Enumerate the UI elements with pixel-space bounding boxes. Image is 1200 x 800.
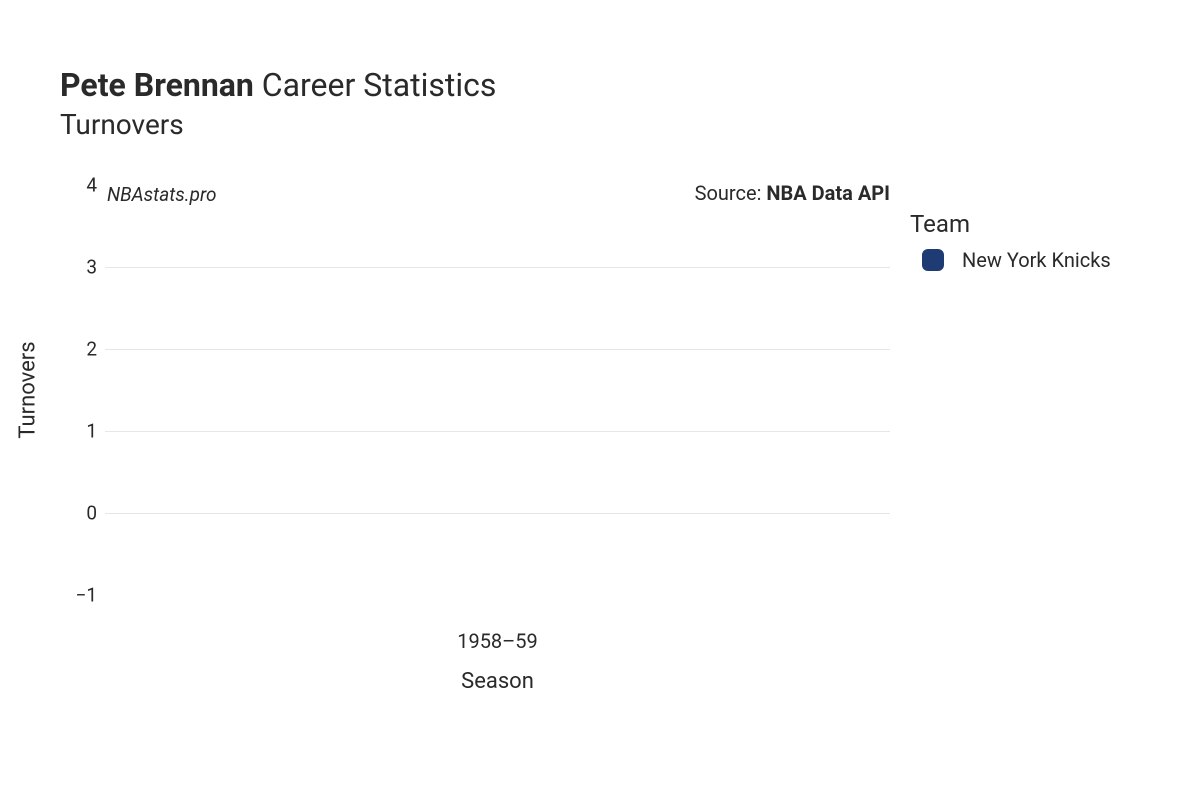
gridline bbox=[105, 267, 890, 268]
source-prefix: Source: bbox=[695, 181, 767, 205]
legend-label: New York Knicks bbox=[962, 248, 1111, 272]
y-axis-label: Turnovers bbox=[16, 341, 41, 438]
y-tick-label: 1 bbox=[86, 420, 97, 443]
source-name: NBA Data API bbox=[766, 181, 890, 205]
legend-title: Team bbox=[910, 210, 1111, 238]
y-tick-label: 0 bbox=[86, 502, 97, 525]
x-axis-label: Season bbox=[461, 669, 534, 694]
gridline bbox=[105, 513, 890, 514]
source-attribution: Source: NBA Data API bbox=[695, 181, 890, 205]
watermark-text: NBAstats.pro bbox=[107, 183, 217, 206]
title-suffix: Career Statistics bbox=[262, 66, 497, 104]
y-tick-label: 2 bbox=[86, 338, 97, 361]
x-tick-label: 1958–59 bbox=[457, 629, 538, 653]
legend-swatch bbox=[922, 249, 944, 271]
gridline bbox=[105, 431, 890, 432]
plot-area: NBAstats.pro Source: NBA Data API −10123… bbox=[105, 185, 890, 595]
y-tick-label: −1 bbox=[75, 584, 97, 607]
y-tick-label: 4 bbox=[86, 174, 97, 197]
player-name: Pete Brennan bbox=[60, 66, 254, 104]
chart-subtitle: Turnovers bbox=[60, 108, 496, 141]
y-tick-label: 3 bbox=[86, 256, 97, 279]
legend: Team New York Knicks bbox=[910, 210, 1111, 272]
chart-title-block: Pete Brennan Career Statistics Turnovers bbox=[60, 66, 496, 141]
chart-title: Pete Brennan Career Statistics bbox=[60, 66, 496, 104]
legend-item: New York Knicks bbox=[910, 248, 1111, 272]
gridline bbox=[105, 349, 890, 350]
